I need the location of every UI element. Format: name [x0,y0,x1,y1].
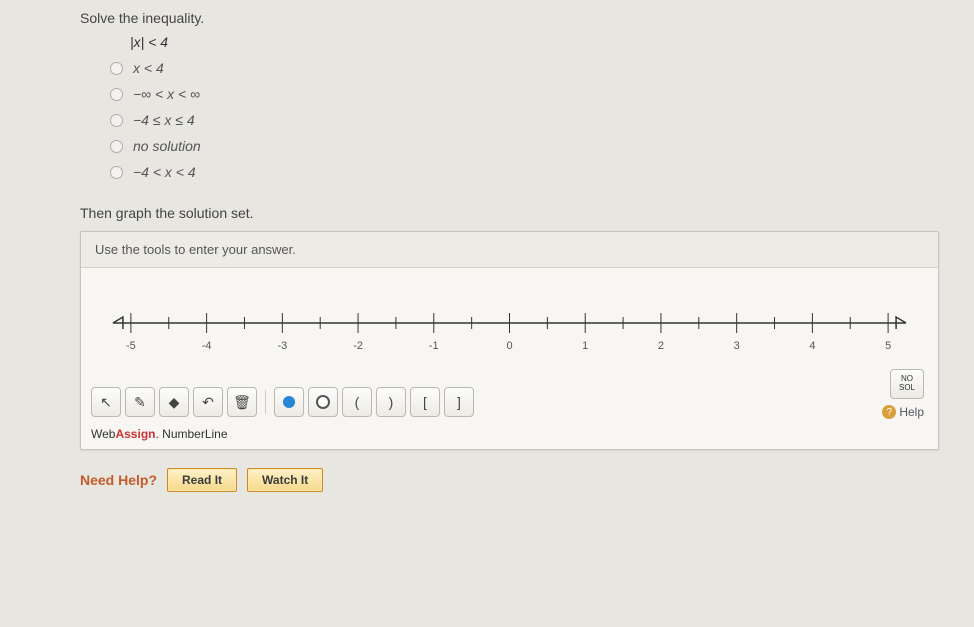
choice-1-label: −∞ < x < ∞ [133,86,200,102]
eraser-tool[interactable]: ◆ [159,387,189,417]
pencil-tool[interactable]: ✎ [125,387,155,417]
choice-4[interactable]: −4 < x < 4 [110,164,954,180]
choice-1[interactable]: −∞ < x < ∞ [110,86,954,102]
brand-web: Web [91,427,115,441]
paren-close-tool[interactable]: ) [376,387,406,417]
question-prompt: Solve the inequality. [80,10,954,26]
numberline-panel: Use the tools to enter your answer. -5 -4… [80,231,939,450]
choice-0-label: x < 4 [133,60,164,76]
choice-3-label: no solution [133,138,201,154]
choice-1-radio[interactable] [110,88,123,101]
choice-4-label: −4 < x < 4 [133,164,196,180]
choice-3[interactable]: no solution [110,138,954,154]
bracket-close-tool[interactable]: ] [444,387,474,417]
trash-icon: 🗑 [233,394,251,411]
paren-close-icon: ) [389,394,394,410]
paren-open-icon: ( [355,394,360,410]
choice-4-radio[interactable] [110,166,123,179]
pointer-icon: ↖ [100,394,112,411]
svg-text:3: 3 [734,340,740,352]
panel-header: Use the tools to enter your answer. [81,232,938,268]
svg-text:4: 4 [809,340,815,352]
inequality-expression: |x| < 4 [130,34,954,50]
question-container: Solve the inequality. |x| < 4 x < 4 −∞ <… [0,0,974,627]
svg-text:-4: -4 [202,340,212,352]
watch-it-button[interactable]: Watch It [247,468,323,492]
help-icon: ? [882,405,896,419]
pencil-icon: ✎ [134,394,146,411]
choice-2-label: −4 ≤ x ≤ 4 [133,112,195,128]
toolbar-divider [265,390,266,414]
eraser-icon: ◆ [169,394,180,411]
paren-open-tool[interactable]: ( [342,387,372,417]
svg-text:-1: -1 [429,340,439,352]
numberline-area[interactable]: -5 -4 -3 -2 -1 0 1 2 3 4 5 [81,268,938,381]
open-dot-tool[interactable] [308,387,338,417]
undo-icon: ↶ [202,394,214,411]
svg-text:-2: -2 [353,340,363,352]
svg-text:5: 5 [885,340,891,352]
svg-text:-3: -3 [277,340,287,352]
need-help-row: Need Help? Read It Watch It [80,468,954,492]
svg-text:0: 0 [506,340,512,352]
choice-2-radio[interactable] [110,114,123,127]
trash-tool[interactable]: 🗑 [227,387,257,417]
need-help-label: Need Help? [80,472,157,488]
undo-tool[interactable]: ↶ [193,387,223,417]
no-solution-button[interactable]: NO SOL [890,369,924,399]
filled-dot-tool[interactable] [274,387,304,417]
graph-prompt: Then graph the solution set. [80,205,954,221]
panel-right-controls: NO SOL ? Help [882,369,924,419]
answer-choices: x < 4 −∞ < x < ∞ −4 ≤ x ≤ 4 no solution … [110,60,954,180]
bracket-open-icon: [ [423,394,427,410]
choice-2[interactable]: −4 ≤ x ≤ 4 [110,112,954,128]
svg-text:1: 1 [582,340,588,352]
help-label: Help [899,405,924,419]
bracket-open-tool[interactable]: [ [410,387,440,417]
brand-assign: Assign [115,427,155,441]
choice-0[interactable]: x < 4 [110,60,954,76]
choice-0-radio[interactable] [110,62,123,75]
help-link[interactable]: ? Help [882,405,924,419]
svg-text:2: 2 [658,340,664,352]
brand-rest: . NumberLine [155,427,227,441]
pointer-tool[interactable]: ↖ [91,387,121,417]
bracket-close-icon: ] [457,394,461,410]
read-it-button[interactable]: Read It [167,468,237,492]
numberline-svg[interactable]: -5 -4 -3 -2 -1 0 1 2 3 4 5 [101,293,918,363]
toolbar: ↖ ✎ ◆ ↶ 🗑 ( ) [ ] [81,381,938,423]
brand-label: WebAssign. NumberLine [91,427,228,441]
svg-text:-5: -5 [126,340,136,352]
choice-3-radio[interactable] [110,140,123,153]
panel-footer: WebAssign. NumberLine [81,423,938,449]
nosol-line2: SOL [891,384,923,393]
